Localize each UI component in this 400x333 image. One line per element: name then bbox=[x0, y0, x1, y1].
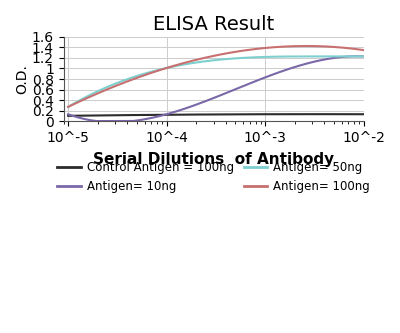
Control Antigen = 100ng bbox=[66, 114, 70, 118]
Antigen= 10ng bbox=[242, 84, 246, 88]
Y-axis label: O.D.: O.D. bbox=[15, 64, 29, 94]
Control Antigen = 100ng bbox=[241, 112, 246, 116]
Line: Antigen= 10ng: Antigen= 10ng bbox=[68, 56, 364, 121]
Control Antigen = 100ng bbox=[334, 112, 339, 116]
Control Antigen = 100ng bbox=[67, 114, 72, 118]
Line: Antigen= 100ng: Antigen= 100ng bbox=[68, 46, 364, 107]
Antigen= 10ng bbox=[334, 56, 339, 60]
Antigen= 50ng bbox=[315, 54, 320, 58]
Antigen= 100ng bbox=[304, 44, 309, 48]
Antigen= 10ng bbox=[248, 81, 252, 85]
Antigen= 10ng bbox=[354, 54, 359, 58]
Antigen= 10ng bbox=[242, 83, 247, 87]
X-axis label: Serial Dilutions  of Antibody: Serial Dilutions of Antibody bbox=[93, 152, 334, 167]
Control Antigen = 100ng bbox=[316, 112, 320, 116]
Antigen= 10ng bbox=[316, 59, 320, 63]
Control Antigen = 100ng bbox=[242, 112, 246, 116]
Control Antigen = 100ng bbox=[246, 112, 251, 116]
Antigen= 100ng bbox=[334, 45, 339, 49]
Antigen= 100ng bbox=[241, 49, 246, 53]
Antigen= 50ng bbox=[242, 56, 246, 60]
Antigen= 100ng bbox=[246, 48, 251, 52]
Antigen= 100ng bbox=[242, 49, 246, 53]
Line: Antigen= 50ng: Antigen= 50ng bbox=[68, 56, 364, 107]
Control Antigen = 100ng bbox=[361, 112, 366, 116]
Antigen= 50ng bbox=[246, 56, 251, 60]
Antigen= 10ng bbox=[67, 113, 72, 117]
Title: ELISA Result: ELISA Result bbox=[153, 15, 274, 34]
Control Antigen = 100ng bbox=[312, 112, 316, 116]
Antigen= 50ng bbox=[66, 105, 70, 109]
Antigen= 50ng bbox=[67, 104, 72, 108]
Line: Control Antigen = 100ng: Control Antigen = 100ng bbox=[68, 114, 364, 116]
Legend: Control Antigen = 100ng, Antigen= 10ng, Antigen= 50ng, Antigen= 100ng: Control Antigen = 100ng, Antigen= 10ng, … bbox=[53, 157, 374, 198]
Antigen= 100ng bbox=[316, 44, 320, 48]
Antigen= 10ng bbox=[66, 112, 70, 116]
Antigen= 50ng bbox=[334, 55, 338, 59]
Antigen= 100ng bbox=[67, 105, 72, 109]
Antigen= 50ng bbox=[361, 54, 366, 58]
Antigen= 100ng bbox=[361, 48, 366, 52]
Antigen= 50ng bbox=[241, 56, 246, 60]
Antigen= 10ng bbox=[361, 54, 366, 58]
Antigen= 100ng bbox=[66, 105, 70, 109]
Antigen= 10ng bbox=[94, 119, 99, 123]
